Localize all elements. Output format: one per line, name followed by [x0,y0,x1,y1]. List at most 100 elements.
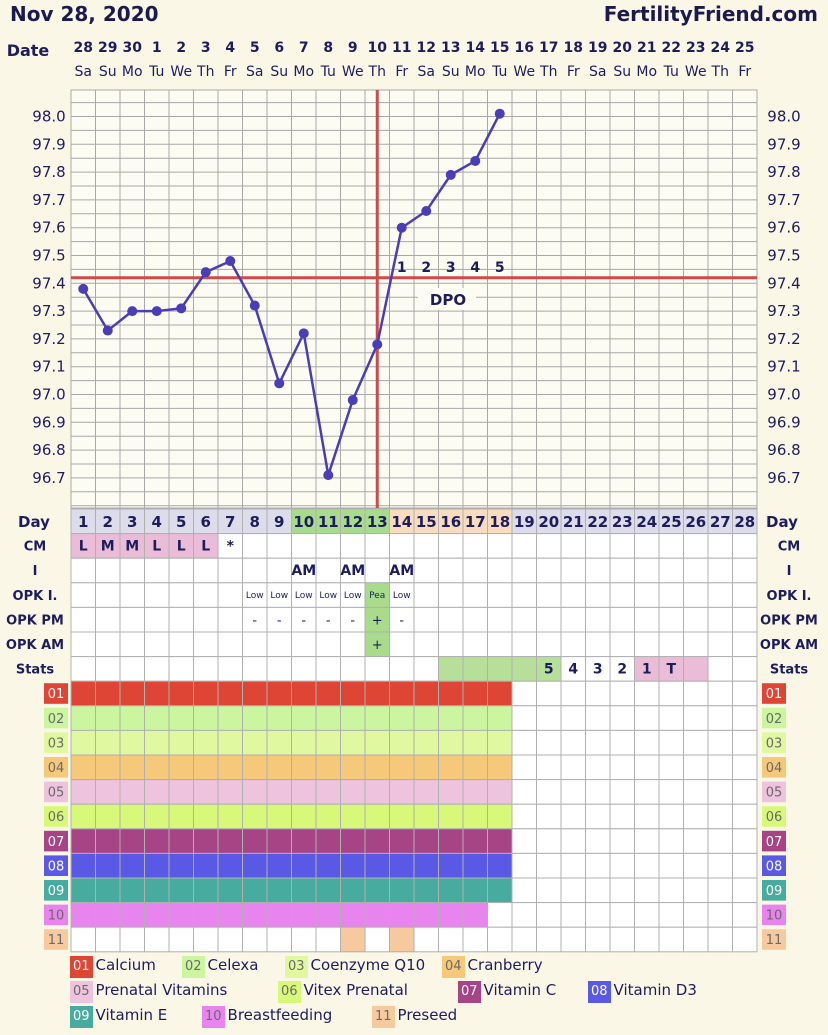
legend-code: 08 [588,981,611,1003]
cell-bg [119,582,145,608]
med-cell [119,680,145,707]
weekday-label: Fr [395,64,408,80]
med-cell [511,705,537,731]
med-cell [536,729,562,756]
cell-bg [413,656,439,682]
cell-bg [95,557,121,584]
med-cell [609,852,635,879]
med-cell [511,828,537,854]
cell-bg [487,533,513,559]
med-cell [707,680,733,707]
med-cell [217,877,243,904]
med-cell [658,803,684,830]
med-cell [242,754,268,781]
cell-bg [315,631,341,658]
med-cell [536,803,562,830]
med-cell [291,754,317,781]
med-cell [340,680,366,707]
med-cell [389,803,415,830]
legend-item: 02 Celexa [182,954,258,978]
med-cell [413,877,439,904]
day-number: 27 [710,513,731,531]
row-cell-value: L [79,539,88,555]
med-cell [242,803,268,830]
cell-bg [707,557,733,584]
med-cell [707,803,733,830]
med-cell [193,779,219,805]
y-tick-right: 96.9 [767,413,800,431]
temperature-point [470,155,481,166]
cell-bg [487,508,513,535]
med-cell [560,926,586,953]
temperature-point [151,306,162,317]
med-cell [585,779,611,805]
row-cell-value: + [372,613,383,628]
med-cell [95,828,121,854]
row-label-right: OPK PM [760,613,818,628]
cell-bg [291,557,317,584]
row-label-right: I [787,564,792,579]
med-cell [168,902,194,928]
med-cell [95,729,121,756]
med-cell [340,803,366,830]
site-name[interactable]: FertilityFriend.com [603,2,818,26]
row-cell-value: Low [393,591,411,601]
med-cell [389,729,415,756]
cell-bg [536,606,562,633]
cell-bg [560,557,586,584]
med-cell [585,828,611,854]
med-cell [217,902,243,928]
cell-bg [707,631,733,658]
weekday-label: Su [99,64,117,80]
cell-bg [266,656,292,682]
date-number: 19 [588,40,607,56]
med-cell [95,705,121,731]
med-cell [70,754,96,781]
cell-bg [413,557,439,584]
med-code-left: 03 [48,736,65,751]
cell-bg [683,631,709,658]
med-cell [609,705,635,731]
med-cell [364,705,390,731]
med-cell [487,729,513,756]
med-cell [389,828,415,854]
cell-bg [609,557,635,584]
row-cell-value: 3 [593,662,603,678]
med-cell [462,779,488,805]
med-code-box-left [44,732,68,753]
med-cell [389,754,415,781]
med-cell [609,902,635,928]
med-cell [658,705,684,731]
med-cell [732,705,758,731]
date-number: 29 [98,40,117,56]
med-cell [683,902,709,928]
y-tick-right: 97.0 [767,386,800,404]
legend-item: 04 Cranberry [442,954,543,978]
med-cell [266,779,292,805]
cell-bg [462,631,488,658]
med-cell [315,803,341,830]
cell-bg [340,656,366,682]
cell-bg [683,557,709,584]
med-cell [413,926,439,953]
day-number: 25 [661,513,682,531]
cell-bg [732,582,758,608]
date-number: 24 [711,40,731,56]
med-cell [340,754,366,781]
y-tick-right: 98.0 [767,108,800,126]
med-cell [585,680,611,707]
med-code-box-right [762,929,786,950]
med-cell [732,877,758,904]
med-code-box-left [44,683,68,704]
med-cell [438,680,464,707]
cell-bg [70,508,96,535]
cell-bg [609,656,635,682]
med-cell [683,852,709,879]
y-tick-left: 96.9 [32,413,65,431]
med-cell [683,828,709,854]
med-cell [707,705,733,731]
day-number: 14 [391,513,412,531]
cell-bg [585,582,611,608]
row-cell-value: L [152,539,161,555]
med-cell [193,705,219,731]
